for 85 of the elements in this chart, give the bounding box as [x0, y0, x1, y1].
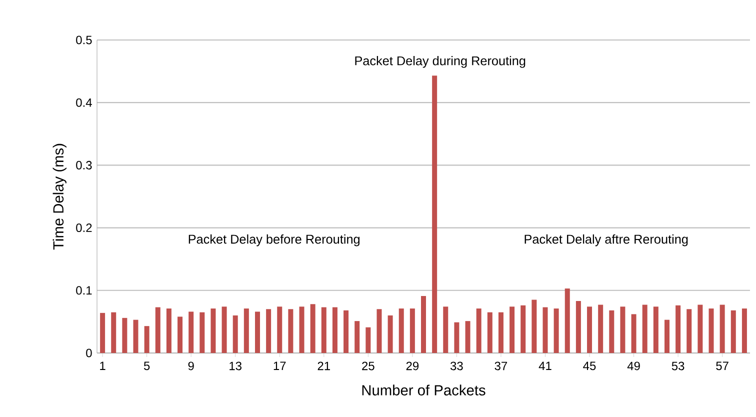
- y-tick-label: 0: [86, 348, 92, 358]
- y-tick-label: 0.4: [76, 98, 92, 107]
- bar: [155, 307, 160, 353]
- bar: [476, 308, 482, 353]
- bar: [676, 305, 681, 353]
- bar: [653, 306, 658, 353]
- x-tick-label: 45: [583, 362, 596, 370]
- bar: [631, 314, 636, 353]
- x-tick-label: 5: [144, 362, 150, 370]
- x-tick-label: 21: [318, 362, 330, 370]
- x-tick-label: 1: [100, 362, 106, 370]
- bar: [310, 304, 316, 353]
- x-tick-label: 41: [538, 362, 552, 370]
- bar: [200, 312, 205, 353]
- x-tick-label: 33: [450, 362, 463, 370]
- bar: [244, 308, 249, 353]
- bar: [708, 308, 714, 353]
- annotation: Packet Delaly aftre Rerouting: [524, 234, 688, 246]
- x-tick-label: 49: [627, 362, 640, 370]
- bar: [122, 318, 128, 353]
- y-tick-label: 0.1: [76, 286, 92, 295]
- x-tick-label: 9: [188, 362, 194, 370]
- bar: [299, 306, 304, 353]
- bar: [487, 312, 492, 353]
- bar: [609, 310, 614, 353]
- bar: [510, 306, 515, 353]
- bar: [532, 300, 537, 353]
- annotation: Packet Delay before Rerouting: [188, 234, 360, 246]
- bar: [698, 304, 703, 353]
- bar: [332, 307, 338, 353]
- bar: [576, 301, 581, 353]
- x-tick-label: 17: [274, 362, 286, 370]
- x-tick-label: 57: [716, 362, 728, 370]
- bar: [366, 327, 371, 353]
- bar: [410, 308, 415, 353]
- bar: [354, 321, 360, 353]
- x-tick-label: 53: [672, 362, 684, 370]
- bar: [144, 326, 150, 353]
- bar: [720, 304, 725, 353]
- bar: [465, 321, 470, 353]
- x-tick-label: 25: [362, 362, 374, 370]
- bar: [188, 312, 194, 353]
- bar: [598, 304, 604, 353]
- y-tick-label: 0.5: [76, 36, 92, 44]
- bar: [554, 308, 559, 353]
- bar: [178, 316, 183, 353]
- bar: [232, 315, 238, 353]
- bar: [344, 310, 349, 353]
- bar: [376, 309, 382, 353]
- bar: [254, 312, 260, 353]
- bar: [564, 288, 570, 353]
- bar: [222, 306, 227, 353]
- bar: [398, 308, 404, 353]
- bar: [277, 306, 282, 353]
- bar: [664, 320, 670, 353]
- y-axis-title: Time Delay (ms): [52, 144, 66, 250]
- bar: [288, 309, 294, 353]
- bar: [166, 308, 172, 353]
- x-tick-label: 13: [230, 362, 242, 370]
- bar: [742, 308, 747, 353]
- bar: [686, 309, 692, 353]
- x-axis-title: Number of Packets: [362, 384, 486, 396]
- bar: [133, 320, 138, 353]
- bar: [321, 307, 326, 353]
- bar: [266, 309, 272, 353]
- bar: [421, 296, 426, 353]
- bar: [454, 322, 460, 353]
- bar: [111, 312, 116, 353]
- bar: [520, 305, 526, 353]
- bar: [432, 76, 438, 353]
- bar: [210, 308, 216, 353]
- bar: [498, 312, 504, 353]
- bar: [388, 315, 393, 353]
- bar: [642, 304, 648, 353]
- bar: [620, 306, 626, 353]
- bar: [587, 306, 592, 353]
- bar: [542, 307, 548, 353]
- annotation: Packet Delay during Rerouting: [355, 56, 526, 68]
- y-tick-label: 0.2: [76, 224, 92, 232]
- bar: [730, 310, 736, 353]
- y-tick-label: 0.3: [76, 160, 92, 170]
- x-tick-label: 29: [406, 362, 419, 370]
- bar: [100, 312, 106, 353]
- bar: [443, 306, 448, 353]
- x-tick-label: 37: [494, 362, 508, 370]
